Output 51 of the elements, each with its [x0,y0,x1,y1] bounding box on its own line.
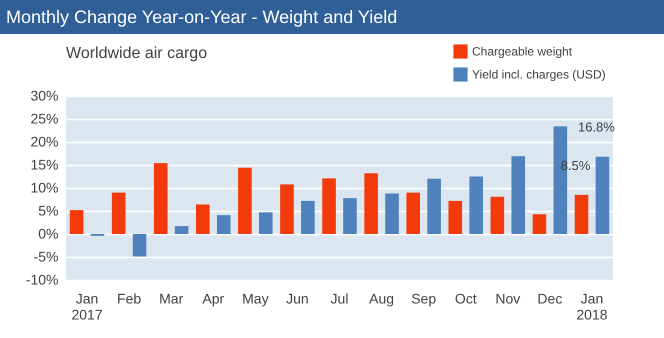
legend-label: Chargeable weight [472,44,573,58]
bar [385,194,399,234]
data-label: 16.8% [578,120,616,135]
bar [322,178,336,234]
bar [574,194,588,234]
x-tick-label: Sep [411,290,436,306]
x-tick-label: Dec [537,290,562,306]
bar [301,200,315,234]
bar [154,163,168,234]
legend-label: Yield incl. charges (USD) [472,68,606,82]
bar [406,192,420,234]
x-tick-label: Jan 2017 [71,290,103,322]
bar [532,214,546,234]
bar [70,210,84,234]
bar [490,196,504,234]
bar [132,234,146,257]
x-tick-label: Nov [495,290,520,306]
bar [259,212,273,234]
chart-subtitle: Worldwide air cargo [66,45,208,63]
bar [511,156,526,234]
bar [364,173,378,234]
x-tick-label: Apr [202,290,224,306]
x-tick-label: Oct [454,290,477,306]
y-tick-label: -5% [34,248,58,264]
bar [174,226,188,234]
x-tick-label: Jan 2018 [576,290,608,322]
bar [238,168,252,234]
y-tick-label: 25% [30,110,58,126]
bar [427,178,441,234]
bar [343,198,357,234]
bar [280,184,294,234]
y-tick-label: 15% [30,156,58,172]
y-tick-label: 20% [30,134,58,150]
bar [469,176,483,234]
x-tick-label: Aug [369,290,394,306]
bar [596,156,610,234]
x-tick-label: Feb [117,290,142,306]
y-tick-label: 0% [38,226,58,242]
bar [196,204,210,234]
x-tick-label: Jul [330,290,348,306]
x-tick-label: May [242,290,269,306]
y-tick-label: -10% [26,272,58,288]
bar [448,200,462,234]
y-tick-label: 30% [30,88,58,104]
x-tick-label: Jun [286,290,309,306]
bar [112,192,126,234]
chart-title: Monthly Change Year-on-Year - Weight and Yield [0,0,664,34]
bar [216,215,231,234]
y-tick-label: 10% [30,180,58,196]
x-tick-label: Mar [159,290,184,306]
y-tick-label: 5% [38,202,58,218]
